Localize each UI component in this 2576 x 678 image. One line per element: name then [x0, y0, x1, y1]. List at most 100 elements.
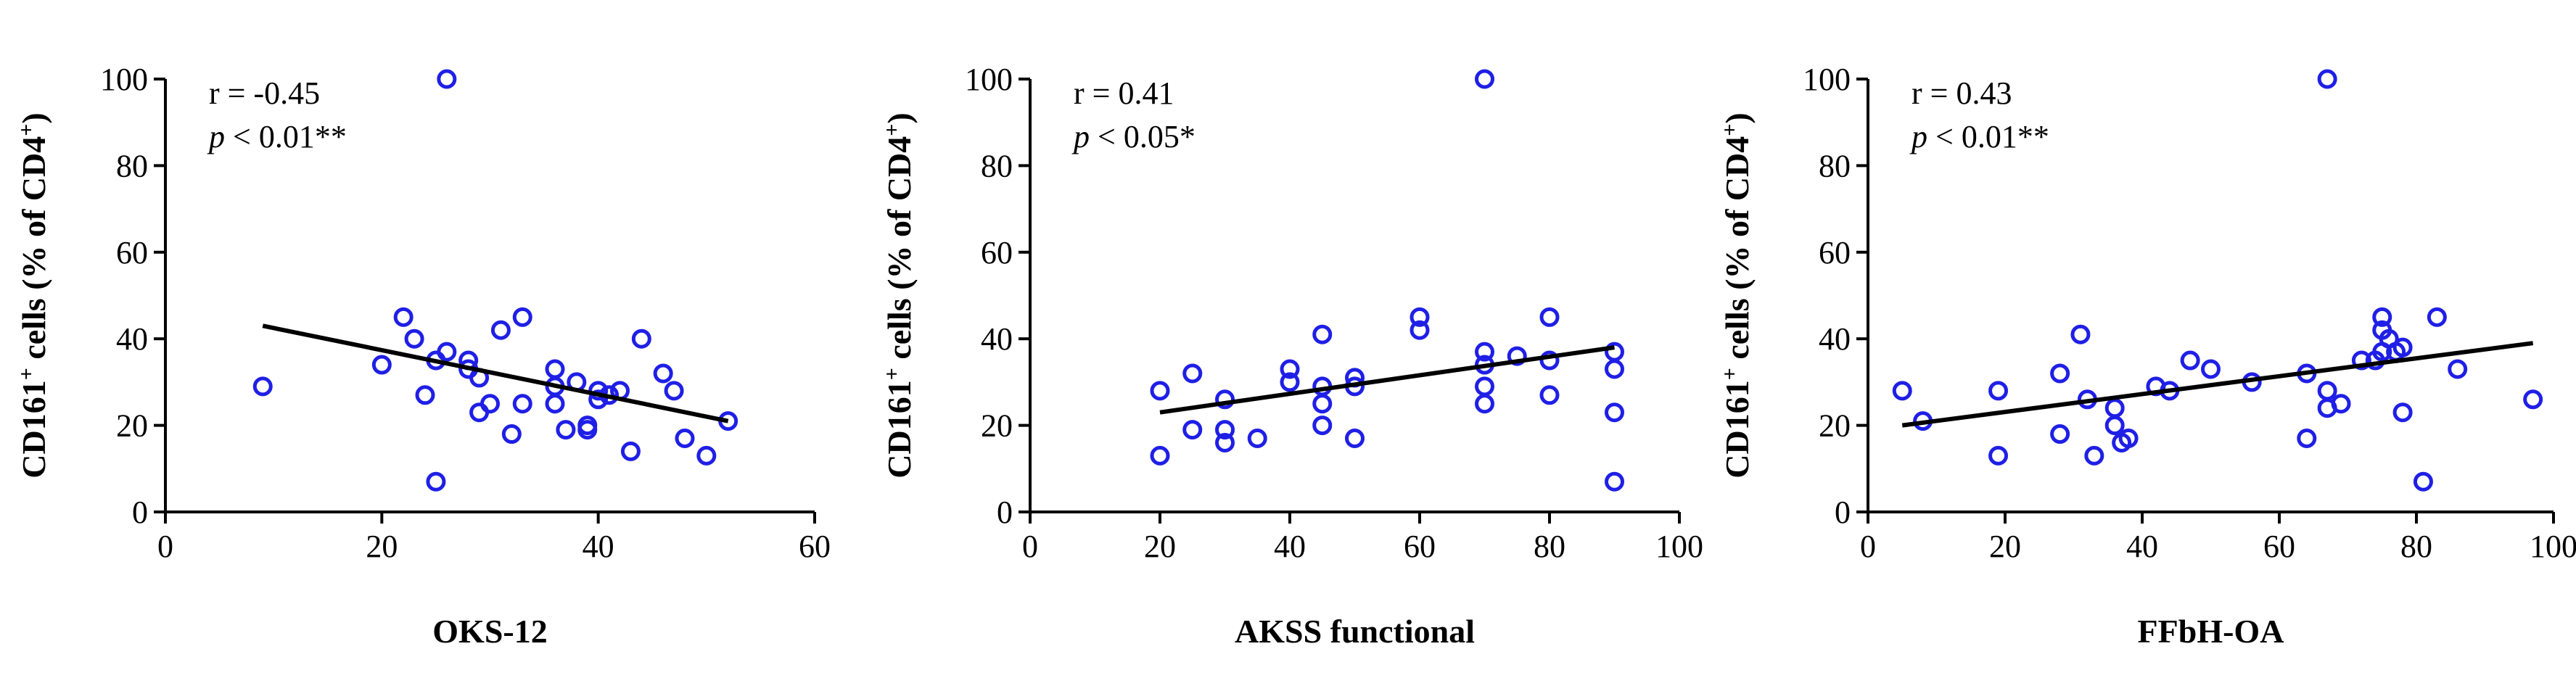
data-point — [2050, 424, 2070, 445]
x-tick-label: 80 — [2400, 529, 2432, 564]
x-tick-label: 0 — [1860, 529, 1876, 564]
data-point — [437, 342, 457, 362]
data-point — [1475, 69, 1494, 89]
scatter-panel-1: 0 20 40 60 0 20 40 60 80 100 OKS-12 CD161+ cells (%… — [15, 62, 831, 650]
data-point — [545, 394, 565, 414]
data-point — [1539, 385, 1560, 405]
data-point — [556, 420, 576, 440]
y-tick-label: 60 — [116, 235, 148, 270]
data-point — [437, 69, 457, 89]
data-point — [1605, 359, 1624, 379]
p-value-label: p < 0.05* — [1071, 119, 1196, 154]
data-point — [2104, 416, 2125, 436]
data-point — [1410, 320, 1430, 340]
scatter-panel-3: 0 20 40 60 80 100 0 20 40 60 80 100 FFbH-OA CD161+ ce… — [1718, 62, 2576, 650]
data-point — [664, 381, 684, 401]
x-tick-label: 20 — [366, 529, 398, 564]
y-tick-label: 60 — [1819, 235, 1851, 270]
data-point — [1215, 420, 1235, 440]
y-tick-label: 60 — [981, 235, 1013, 270]
data-point — [675, 429, 695, 449]
data-point — [1539, 307, 1560, 327]
data-point — [2448, 359, 2468, 379]
data-point — [2392, 402, 2413, 423]
x-tick-label: 20 — [1989, 529, 2021, 564]
data-point — [1475, 394, 1494, 414]
data-point — [469, 402, 490, 423]
x-axis-title: AKSS functional — [1235, 613, 1475, 650]
x-tick-label: 100 — [1655, 529, 1703, 564]
data-point — [2084, 445, 2104, 466]
y-tick-label: 0 — [132, 495, 148, 530]
data-point — [2317, 381, 2337, 401]
regression-line — [262, 323, 729, 423]
data-point — [1150, 445, 1170, 466]
data-point — [2427, 307, 2447, 327]
data-point — [1150, 381, 1170, 401]
x-axis-title: OKS-12 — [432, 613, 547, 650]
data-point — [512, 307, 532, 327]
y-tick-label: 100 — [100, 62, 148, 97]
y-tick-label: 20 — [1819, 408, 1851, 444]
x-tick-label: 60 — [799, 529, 831, 564]
data-point — [2297, 429, 2317, 449]
x-tick-label: 40 — [1274, 529, 1306, 564]
x-tick-label: 80 — [1534, 529, 1565, 564]
data-point — [1182, 420, 1203, 440]
data-point — [2050, 363, 2070, 384]
data-point — [1280, 372, 1300, 392]
p-value-label: p < 0.01** — [207, 119, 347, 154]
data-point — [2351, 350, 2371, 371]
x-tick-label: 40 — [583, 529, 614, 564]
y-tick-label: 100 — [965, 62, 1013, 97]
y-tick-label: 20 — [981, 408, 1013, 444]
data-point — [1312, 394, 1333, 414]
y-axis-title: CD161+ cells (% of CD4+) — [880, 112, 918, 478]
y-axis-title: CD161+ cells (% of CD4+) — [1718, 112, 1756, 478]
data-point — [1605, 402, 1624, 423]
data-point — [1892, 381, 1912, 401]
y-tick-label: 80 — [981, 148, 1013, 183]
data-point — [2180, 350, 2200, 371]
data-point — [2118, 429, 2139, 449]
data-point — [1312, 416, 1333, 436]
data-point — [2104, 398, 2125, 418]
correlation-r-label: r = 0.43 — [1912, 75, 2012, 111]
data-point — [490, 320, 511, 340]
data-point — [577, 420, 598, 440]
data-point — [545, 359, 565, 379]
data-point — [2523, 389, 2543, 410]
y-tick-label: 0 — [1835, 495, 1851, 530]
data-point — [2372, 307, 2392, 327]
data-point — [1312, 324, 1333, 344]
x-tick-label: 0 — [157, 529, 173, 564]
data-point — [371, 355, 392, 375]
y-tick-label: 40 — [1819, 321, 1851, 357]
data-point — [2201, 359, 2221, 379]
x-tick-label: 60 — [2263, 529, 2295, 564]
data-point — [1247, 429, 1267, 449]
scatter-panel-2: 0 20 40 60 80 100 0 20 40 60 80 100 AKSS functional C… — [880, 62, 1704, 650]
data-point — [426, 471, 446, 492]
correlation-r-label: r = 0.41 — [1074, 75, 1174, 111]
y-tick-label: 100 — [1803, 62, 1851, 97]
x-tick-label: 40 — [2126, 529, 2158, 564]
data-point — [415, 385, 435, 405]
data-point — [1539, 350, 1560, 371]
data-point — [1507, 346, 1527, 366]
data-point — [512, 394, 532, 414]
data-point — [696, 445, 717, 466]
data-point — [1475, 376, 1494, 397]
data-point — [620, 441, 641, 461]
y-tick-label: 0 — [997, 495, 1013, 530]
data-point — [653, 363, 673, 384]
y-tick-label: 80 — [116, 148, 148, 183]
regression-line — [1901, 341, 2534, 428]
data-point — [2392, 337, 2413, 357]
x-tick-label: 0 — [1022, 529, 1038, 564]
data-point — [1605, 471, 1624, 492]
data-point — [1988, 381, 2009, 401]
x-tick-label: 100 — [2530, 529, 2576, 564]
data-point — [1215, 432, 1235, 452]
